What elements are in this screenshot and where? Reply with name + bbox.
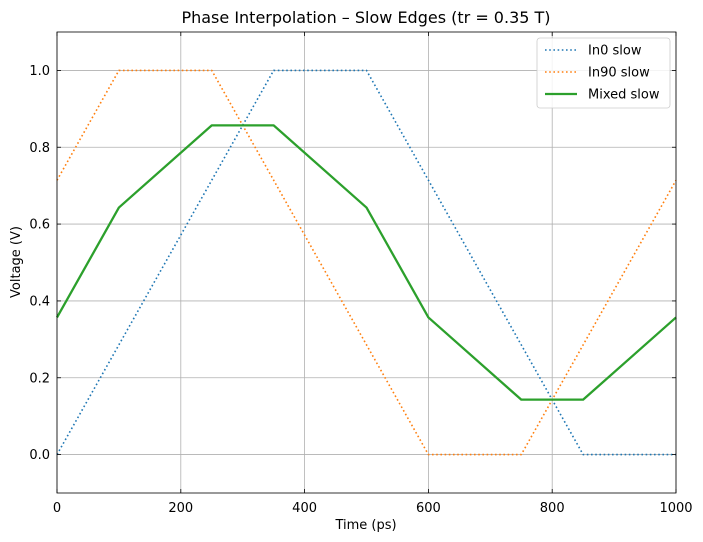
x-axis-label: Time (ps)	[334, 518, 396, 533]
legend-label: In0 slow	[588, 44, 642, 59]
x-tick-label: 600	[416, 501, 441, 516]
x-tick-label: 0	[53, 501, 61, 516]
x-tick-label: 800	[540, 501, 565, 516]
series-line-in0-slow	[56, 69, 676, 456]
y-tick-label: 0.8	[29, 141, 50, 156]
x-tick-label: 400	[292, 501, 317, 516]
legend: In0 slow In90 slow Mixed slow	[536, 37, 671, 109]
y-tick-label: 0.6	[29, 218, 50, 233]
x-tick-label: 200	[168, 501, 193, 516]
series-layer	[55, 69, 677, 456]
series-line-mixed-slow	[55, 124, 677, 401]
plot-frame	[56, 31, 677, 494]
legend-label: Mixed slow	[588, 88, 660, 103]
x-tick-label: 1000	[659, 501, 692, 516]
ticks: 0 200 400 600 800 1000 0.0 0.2 0.4 0.6 0.8 1.0	[29, 32, 693, 516]
series-line-in90-slow	[56, 69, 677, 456]
legend-label: In90 slow	[588, 66, 650, 81]
y-tick-label: 0.4	[29, 294, 50, 309]
legend-box	[536, 37, 671, 109]
y-tick-label: 1.0	[29, 64, 50, 79]
chart-title: Phase Interpolation – Slow Edges (tr = 0…	[181, 8, 550, 27]
y-axis-label: Voltage (V)	[9, 226, 24, 298]
y-tick-label: 0.0	[29, 448, 50, 463]
y-tick-label: 0.2	[29, 371, 50, 386]
